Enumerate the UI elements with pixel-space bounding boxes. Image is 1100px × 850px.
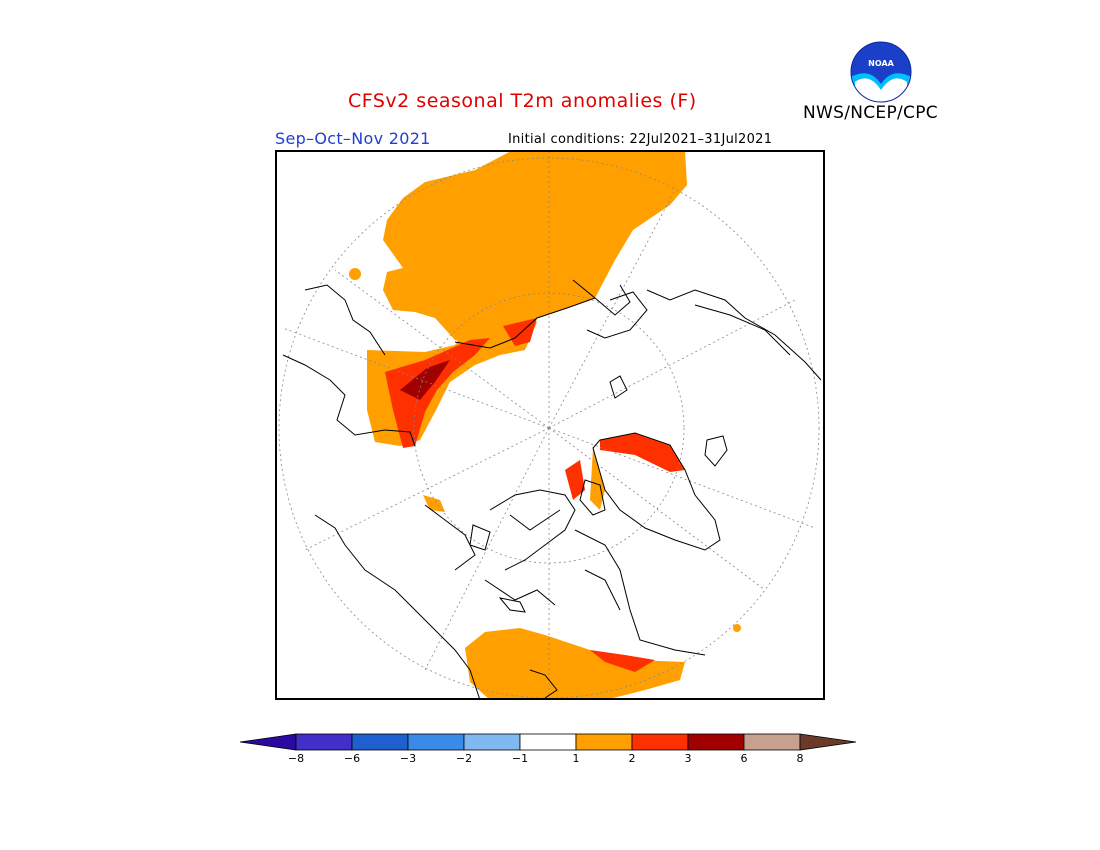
chart-title: CFSv2 seasonal T2m anomalies (F) (348, 90, 697, 112)
colorbar-segment (407, 733, 465, 751)
anomaly-region-north-america (465, 628, 685, 700)
initial-conditions-label: Initial conditions: 22Jul2021–31Jul2021 (508, 132, 773, 147)
colorbar-tick-label: −2 (455, 752, 473, 765)
colorbar-tick-label: 3 (684, 752, 692, 765)
colorbar-segment (351, 733, 409, 751)
anomaly-region-asia (383, 150, 687, 348)
colorbar-below-arrow (239, 733, 297, 751)
logo-text: NOAA (868, 59, 894, 68)
colorbar-tick-label: −8 (287, 752, 305, 765)
anomaly-region-europe-max (400, 360, 450, 400)
colorbar-segment (463, 733, 521, 751)
colorbar-tick-label: 1 (572, 752, 580, 765)
anomaly-region-europe-strong (385, 338, 490, 448)
colorbar-above-arrow (799, 733, 857, 751)
colorbar-segment (687, 733, 745, 751)
colorbar-segment (631, 733, 689, 751)
agency-label: NWS/NCEP/CPC (803, 103, 938, 123)
noaa-logo-icon: NOAA (850, 41, 912, 103)
colorbar (239, 733, 857, 751)
season-label: Sep–Oct–Nov 2021 (275, 129, 431, 148)
colorbar-tick-label: 8 (796, 752, 804, 765)
colorbar-segment (295, 733, 353, 751)
polar-map (275, 150, 825, 700)
colorbar-tick-label: −3 (399, 752, 417, 765)
colorbar-tick-label: 6 (740, 752, 748, 765)
anomaly-spot (349, 268, 361, 280)
anomaly-region-greenland-coast (600, 433, 685, 472)
colorbar-tick-label: −6 (343, 752, 361, 765)
colorbar-segment (575, 733, 633, 751)
colorbar-segment (743, 733, 801, 751)
colorbar-tick-label: −1 (511, 752, 529, 765)
colorbar-tick-label: 2 (628, 752, 636, 765)
colorbar-segment (519, 733, 577, 751)
